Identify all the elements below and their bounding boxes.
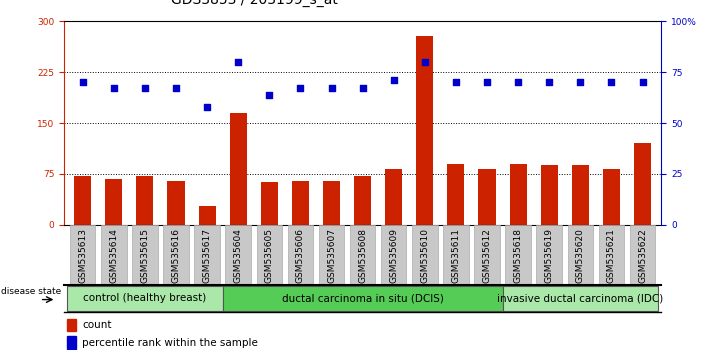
FancyBboxPatch shape bbox=[599, 225, 624, 285]
Text: GSM535612: GSM535612 bbox=[483, 228, 491, 283]
Text: GDS3853 / 203199_s_at: GDS3853 / 203199_s_at bbox=[171, 0, 338, 7]
Point bbox=[77, 80, 88, 85]
FancyBboxPatch shape bbox=[225, 225, 251, 285]
Bar bbox=[540, 165, 558, 225]
Bar bbox=[167, 181, 185, 225]
Bar bbox=[261, 182, 278, 225]
Point bbox=[201, 104, 213, 110]
Bar bbox=[137, 176, 154, 225]
Bar bbox=[198, 206, 215, 225]
FancyBboxPatch shape bbox=[67, 285, 223, 311]
Bar bbox=[105, 179, 122, 225]
Text: GSM535616: GSM535616 bbox=[171, 228, 181, 283]
Bar bbox=[479, 169, 496, 225]
FancyBboxPatch shape bbox=[319, 225, 344, 285]
Text: control (healthy breast): control (healthy breast) bbox=[83, 293, 206, 303]
Text: ductal carcinoma in situ (DCIS): ductal carcinoma in situ (DCIS) bbox=[282, 293, 444, 303]
Text: GSM535617: GSM535617 bbox=[203, 228, 212, 283]
Point bbox=[450, 80, 461, 85]
FancyBboxPatch shape bbox=[630, 225, 656, 285]
Text: GSM535608: GSM535608 bbox=[358, 228, 367, 283]
Text: GSM535614: GSM535614 bbox=[109, 228, 118, 283]
Text: percentile rank within the sample: percentile rank within the sample bbox=[82, 338, 258, 348]
Text: count: count bbox=[82, 320, 112, 330]
Point bbox=[481, 80, 493, 85]
Text: GSM535604: GSM535604 bbox=[234, 228, 242, 283]
Text: GSM535611: GSM535611 bbox=[451, 228, 461, 283]
Point bbox=[264, 92, 275, 97]
Text: invasive ductal carcinoma (IDC): invasive ductal carcinoma (IDC) bbox=[497, 293, 663, 303]
FancyBboxPatch shape bbox=[506, 225, 531, 285]
FancyBboxPatch shape bbox=[164, 225, 188, 285]
FancyBboxPatch shape bbox=[474, 225, 500, 285]
Text: GSM535618: GSM535618 bbox=[513, 228, 523, 283]
Bar bbox=[354, 176, 371, 225]
Point bbox=[139, 86, 151, 91]
Text: GSM535606: GSM535606 bbox=[296, 228, 305, 283]
FancyBboxPatch shape bbox=[223, 285, 503, 311]
Text: GSM535621: GSM535621 bbox=[607, 228, 616, 283]
Text: GSM535605: GSM535605 bbox=[264, 228, 274, 283]
FancyBboxPatch shape bbox=[537, 225, 562, 285]
FancyBboxPatch shape bbox=[194, 225, 220, 285]
Point bbox=[170, 86, 181, 91]
Text: GSM535610: GSM535610 bbox=[420, 228, 429, 283]
FancyBboxPatch shape bbox=[132, 225, 158, 285]
Bar bbox=[292, 181, 309, 225]
Text: GSM535619: GSM535619 bbox=[545, 228, 554, 283]
Point bbox=[419, 59, 431, 65]
Bar bbox=[603, 169, 620, 225]
Bar bbox=[230, 113, 247, 225]
FancyBboxPatch shape bbox=[567, 225, 593, 285]
Point bbox=[326, 86, 337, 91]
FancyBboxPatch shape bbox=[443, 225, 469, 285]
Point bbox=[606, 80, 617, 85]
Point bbox=[357, 86, 368, 91]
Bar bbox=[447, 164, 464, 225]
FancyBboxPatch shape bbox=[381, 225, 407, 285]
FancyBboxPatch shape bbox=[101, 225, 127, 285]
FancyBboxPatch shape bbox=[257, 225, 282, 285]
Text: GSM535620: GSM535620 bbox=[576, 228, 585, 283]
FancyBboxPatch shape bbox=[412, 225, 437, 285]
Bar bbox=[634, 143, 651, 225]
Point bbox=[637, 80, 648, 85]
Point bbox=[108, 86, 119, 91]
Bar bbox=[67, 336, 76, 349]
Text: GSM535622: GSM535622 bbox=[638, 228, 647, 282]
Text: GSM535613: GSM535613 bbox=[78, 228, 87, 283]
Text: disease state: disease state bbox=[1, 287, 62, 296]
Point bbox=[543, 80, 555, 85]
FancyBboxPatch shape bbox=[288, 225, 313, 285]
Bar bbox=[572, 165, 589, 225]
Bar bbox=[385, 169, 402, 225]
FancyBboxPatch shape bbox=[350, 225, 375, 285]
Bar bbox=[67, 319, 76, 331]
Point bbox=[513, 80, 524, 85]
Text: GSM535615: GSM535615 bbox=[140, 228, 149, 283]
Bar bbox=[416, 36, 434, 225]
Bar bbox=[510, 164, 527, 225]
FancyBboxPatch shape bbox=[503, 285, 658, 311]
Bar bbox=[74, 176, 91, 225]
Text: GSM535607: GSM535607 bbox=[327, 228, 336, 283]
Point bbox=[574, 80, 586, 85]
Text: GSM535609: GSM535609 bbox=[389, 228, 398, 283]
Point bbox=[232, 59, 244, 65]
FancyBboxPatch shape bbox=[70, 225, 95, 285]
Bar bbox=[323, 181, 340, 225]
Point bbox=[388, 78, 400, 83]
Point bbox=[294, 86, 306, 91]
